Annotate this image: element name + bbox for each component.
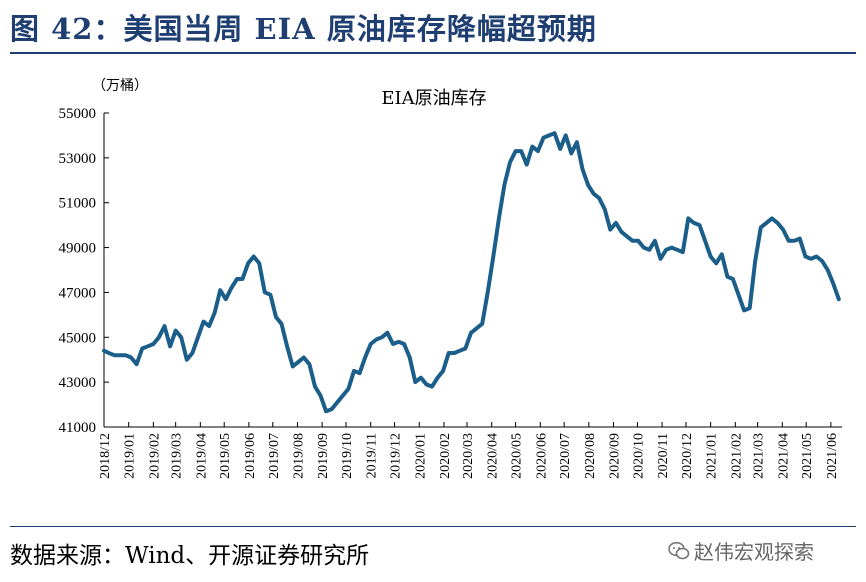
x-tick-label: 2019/06 <box>243 433 258 479</box>
x-tick-label: 2019/07 <box>267 433 282 479</box>
figure-title: 图 42：美国当周 EIA 原油库存降幅超预期 <box>10 12 597 46</box>
x-tick-label: 2019/02 <box>147 433 162 479</box>
x-tick-label: 2020/11 <box>656 433 671 478</box>
watermark: 赵伟宏观探索 <box>668 536 814 565</box>
unit-label: （万桶） <box>92 78 148 94</box>
y-tick-label: 45000 <box>59 330 97 346</box>
title-rule <box>10 52 856 54</box>
x-tick-label: 2019/03 <box>170 433 185 479</box>
x-tick-label: 2021/06 <box>825 433 840 479</box>
x-tick-label: 2020/09 <box>608 433 623 479</box>
x-tick-label: 2020/01 <box>413 433 428 479</box>
x-tick-label: 2020/12 <box>680 433 695 479</box>
x-tick-label: 2021/01 <box>705 433 720 479</box>
x-tick-label: 2020/10 <box>631 433 646 479</box>
series-line-eia-crude <box>102 131 841 414</box>
x-tick-label: 2019/12 <box>389 433 404 479</box>
x-tick-label: 2019/10 <box>340 433 355 479</box>
x-tick-label: 2020/08 <box>583 433 598 479</box>
y-tick-label: 53000 <box>59 151 97 167</box>
wechat-icon <box>668 541 690 559</box>
x-tick-label: 2021/04 <box>776 433 791 479</box>
y-tick-label: 41000 <box>59 420 97 436</box>
x-tick-label: 2020/05 <box>510 433 525 479</box>
x-tick-label: 2019/05 <box>218 433 233 479</box>
x-tick-label: 2021/03 <box>752 433 767 479</box>
y-tick-label: 55000 <box>59 106 97 122</box>
x-tick-label: 2021/02 <box>729 433 744 479</box>
y-tick-label: 51000 <box>59 196 97 212</box>
x-tick-label: 2018/12 <box>98 433 113 479</box>
series-layer <box>102 131 841 414</box>
x-tick-label: 2020/02 <box>438 433 453 479</box>
y-tick-label: 47000 <box>59 285 97 301</box>
y-tick-label: 43000 <box>59 375 97 391</box>
x-tick-label: 2019/08 <box>291 433 306 479</box>
x-tick-label: 2019/04 <box>194 433 209 479</box>
chart-title: EIA原油库存 <box>381 88 486 109</box>
x-tick-label: 2020/07 <box>558 433 573 479</box>
x-tick-label: 2020/03 <box>461 433 476 479</box>
watermark-text: 赵伟宏观探索 <box>694 540 814 564</box>
x-tick-label: 2020/06 <box>534 433 549 479</box>
x-tick-label: 2019/01 <box>123 433 138 479</box>
x-tick-label: 2021/05 <box>800 433 815 479</box>
axes: 41000 43000 45000 47000 49000 51000 53000 55000… <box>59 106 842 479</box>
data-source-note: 数据来源：Wind、开源证券研究所 <box>10 543 370 569</box>
x-tick-label: 2020/04 <box>486 433 501 479</box>
x-tick-label: 2019/11 <box>365 433 380 478</box>
y-tick-label: 49000 <box>59 241 97 257</box>
x-tick-label: 2019/09 <box>316 433 331 479</box>
chart-svg: （万桶） EIA原油库存 41000 43000 45000 47000 49000 51… <box>59 78 842 479</box>
footer-rule <box>10 526 856 527</box>
